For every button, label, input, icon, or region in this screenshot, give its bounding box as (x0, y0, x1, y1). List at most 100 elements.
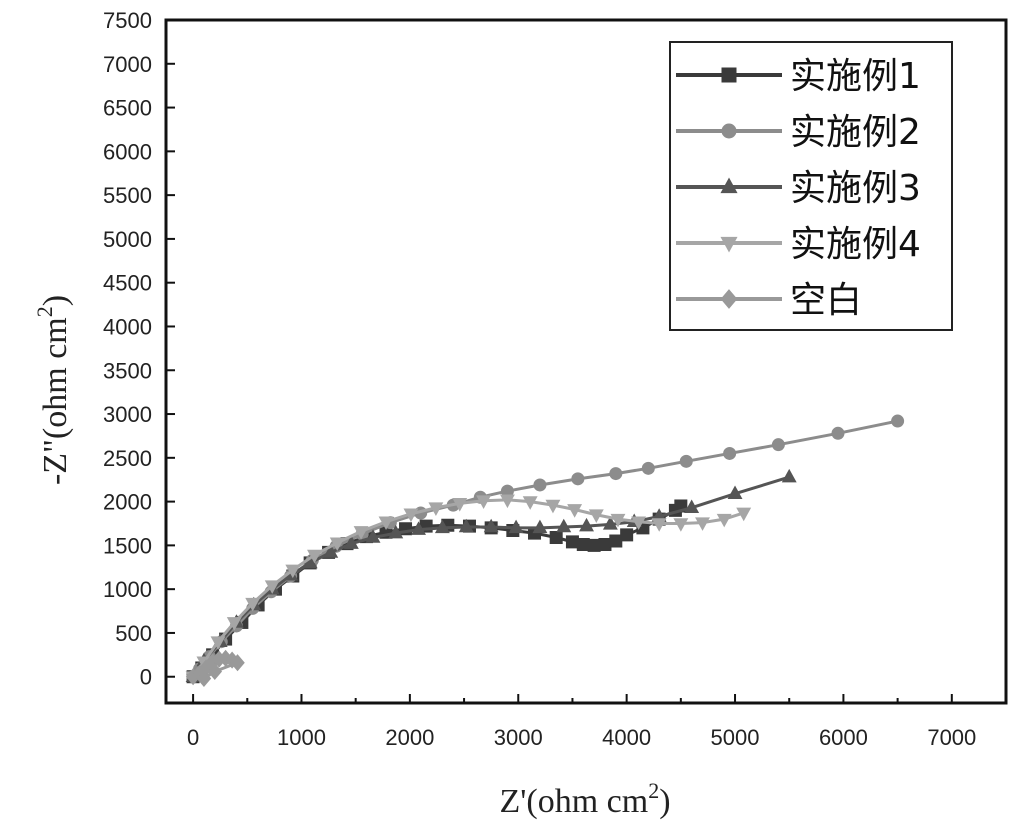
series-2-point (723, 446, 737, 460)
legend-item-3: 实施例3 (676, 168, 921, 209)
series-3-point (343, 535, 359, 549)
series-2-point (571, 472, 585, 486)
series-3-point (579, 517, 594, 532)
y-axis-title: -Z"(ohm cm2) (32, 295, 74, 485)
series-4-point (210, 636, 226, 650)
series-1-point (576, 538, 590, 552)
series-4-point (716, 513, 732, 528)
y-tick-label: 3000 (103, 402, 152, 427)
y-axis-title-main: -Z"(ohm cm (37, 317, 74, 485)
series-2 (186, 414, 905, 684)
y-tick-label: 5000 (103, 227, 152, 252)
x-axis-title-sup: 2 (648, 778, 659, 803)
y-tick-label: 1000 (103, 577, 152, 602)
legend-marker (720, 236, 738, 253)
y-tick-label: 500 (115, 621, 152, 646)
series-4-point (428, 502, 444, 516)
series-5-point (230, 654, 245, 672)
series-1-point (609, 534, 623, 548)
y-tick-label: 2500 (103, 446, 152, 471)
x-tick-label: 1000 (277, 725, 326, 750)
series-4-point (545, 499, 561, 514)
series-2-point (771, 438, 785, 452)
series-3-point (483, 518, 499, 533)
y-tick-label: 7000 (103, 52, 152, 77)
series-4-point (452, 498, 468, 512)
series-1-point (620, 528, 634, 542)
x-tick-label: 2000 (385, 725, 434, 750)
series-3-point (508, 519, 524, 534)
x-axis-title-main: Z'(ohm cm (499, 783, 648, 820)
axis-ticks (166, 19, 953, 703)
series-2-point (831, 426, 845, 440)
series-3-point (323, 544, 339, 558)
series-5-point (207, 662, 223, 681)
series-2-point (641, 461, 655, 475)
y-tick-label: 6500 (103, 96, 152, 121)
legend-items: 实施例1 实施例2 实施例3 实施例4 空白 (676, 56, 921, 321)
y-tick-label: 2000 (103, 490, 152, 515)
series-2-point (533, 478, 547, 492)
x-axis-title: Z'(ohm cm2) (499, 778, 670, 820)
legend: 实施例1 实施例2 实施例3 实施例4 空白 (669, 41, 953, 331)
legend-item-4: 实施例4 (676, 224, 921, 265)
series-4-point (695, 517, 710, 531)
series-3-point (388, 524, 404, 539)
series-3-point (458, 518, 474, 533)
legend-item-5: 空白 (676, 280, 862, 321)
x-tick-label: 4000 (602, 725, 651, 750)
series-4-point (476, 495, 492, 509)
y-tick-labels: 0 500 1000 1500 2000 2500 3000 3500 4000 4500 5000… (103, 8, 152, 690)
legend-marker (721, 67, 737, 83)
y-tick-label: 0 (140, 665, 152, 690)
y-tick-label: 6000 (103, 139, 152, 164)
legend-label: 实施例2 (790, 112, 921, 153)
y-tick-label: 1500 (103, 533, 152, 558)
series-3-point (727, 485, 743, 500)
series-4-point (522, 496, 538, 510)
series-2-point (679, 454, 693, 468)
legend-marker (721, 123, 737, 139)
x-tick-label: 5000 (711, 725, 760, 750)
series-4-point (651, 518, 667, 532)
legend-label: 实施例1 (790, 56, 921, 97)
y-tick-label: 4500 (103, 271, 152, 296)
series-3-point (434, 519, 450, 534)
series-2-point (609, 467, 623, 481)
series-4-point (631, 516, 647, 530)
series-2-line (191, 419, 898, 678)
y-tick-label: 3500 (103, 358, 152, 383)
x-tick-labels: 0 1000 2000 3000 4000 5000 6000 7000 (187, 725, 976, 750)
y-axis-title-end: ) (37, 295, 74, 306)
y-axis-title-sup: 2 (32, 306, 57, 317)
series-5-point (196, 669, 212, 688)
x-tick-label: 3000 (494, 725, 543, 750)
series-4-point (567, 504, 583, 518)
series-3-point (365, 529, 381, 543)
series-1-point (549, 531, 563, 545)
x-tick-label: 0 (187, 725, 199, 750)
legend-marker (720, 177, 738, 194)
series-4-point (610, 513, 626, 528)
legend-label: 实施例4 (790, 224, 921, 265)
series-5 (185, 649, 245, 688)
series-3-point (532, 519, 548, 534)
legend-marker (720, 289, 738, 309)
x-tick-label: 6000 (819, 725, 868, 750)
series-4-point (226, 617, 242, 631)
plot-frame (164, 18, 1008, 705)
legend-label: 空白 (790, 280, 862, 321)
series-4-point (307, 549, 322, 564)
series-4-point (378, 516, 394, 530)
series-4-point (736, 507, 752, 522)
series-4-point (588, 509, 604, 523)
legend-item-1: 实施例1 (676, 56, 921, 97)
x-axis-title-end: ) (659, 783, 670, 820)
series-3-point (781, 468, 797, 483)
series-1-point (587, 538, 601, 552)
legend-label: 实施例3 (790, 168, 921, 209)
legend-item-2: 实施例2 (676, 112, 921, 153)
series-1-point (565, 535, 579, 549)
series-4-point (285, 564, 301, 579)
